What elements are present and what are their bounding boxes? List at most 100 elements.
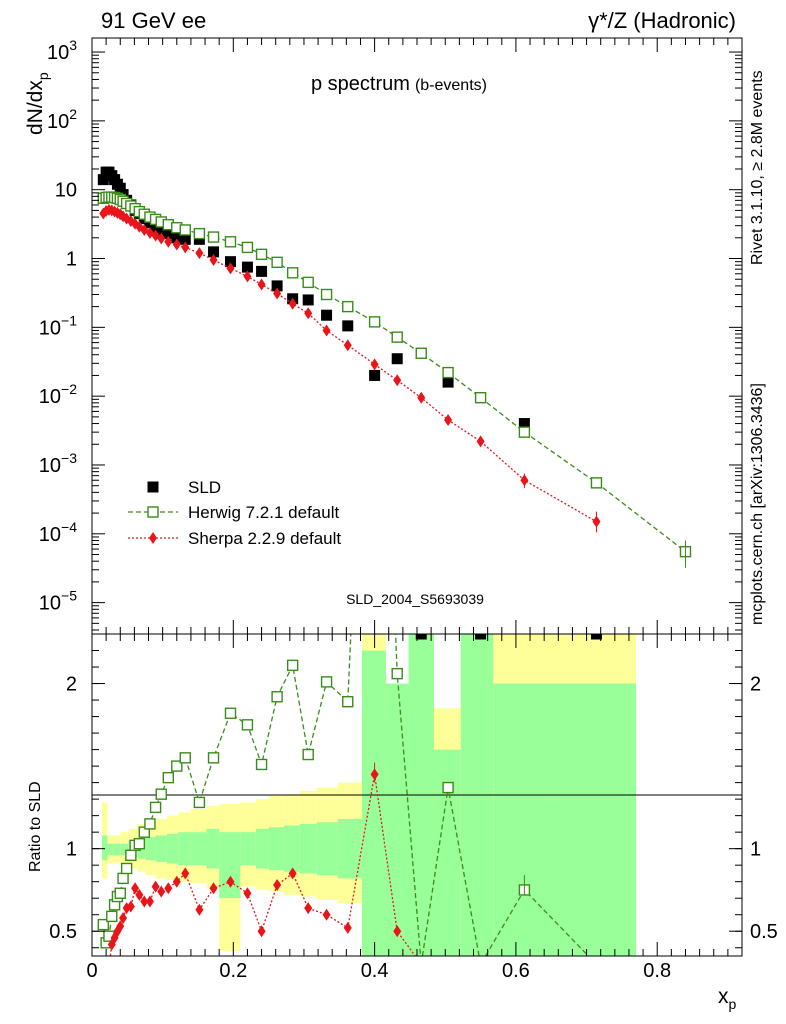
data-main-point	[256, 265, 268, 277]
herwig-ratio-point	[125, 849, 137, 861]
main-y-tick-exp: −2	[61, 381, 77, 397]
uncertainty-band-inner	[113, 843, 121, 856]
herwig-ratio-point	[342, 696, 354, 708]
ratio-panel: 0 0.2 0.4 0.6 0.8 0.5 0.5 1 1 2 2 Ratio to SLD xp	[27, 633, 778, 1012]
sherpa-main-point	[322, 324, 331, 337]
herwig-ratio-point	[241, 719, 254, 731]
rivet-info: Rivet 3.1.10, ≥ 2.8M events	[749, 70, 766, 265]
sherpa-ratio-point	[288, 867, 297, 880]
herwig-main-point	[442, 366, 454, 379]
uncertainty-band-inner	[493, 683, 555, 956]
source-info: mcplots.cern.ch [arXiv:1306.3436]	[749, 383, 766, 625]
main-y-tick-label: 10−1	[39, 312, 77, 339]
herwig-ratio-point	[302, 748, 314, 761]
main-y-tick-base: 10	[39, 386, 61, 408]
sherpa-main-line	[102, 209, 597, 523]
main-y-tick-label: 10−2	[39, 381, 77, 408]
chart-title: p spectrum (b-events)	[311, 73, 487, 95]
sherpa-main-point	[288, 297, 297, 310]
main-y-tick-label: 103	[47, 37, 77, 64]
data-main-point	[114, 182, 126, 194]
watermark: SLD_2004_S5693039	[346, 591, 484, 607]
herwig-ratio-point	[120, 862, 133, 875]
herwig-ratio-point	[391, 667, 403, 680]
sherpa-ratio-point	[140, 895, 149, 908]
data-main-point	[241, 261, 253, 273]
data-main-point	[518, 418, 530, 430]
herwig-main-point	[271, 256, 283, 269]
x-tick-label: 0.4	[361, 960, 389, 982]
legend-herwig-marker	[147, 506, 159, 518]
main-y-tick-base: 10	[47, 42, 69, 64]
main-y-tick-exp: 2	[69, 106, 77, 122]
main-y-tick-exp: −3	[61, 450, 77, 466]
sherpa-ratio-point	[145, 895, 154, 908]
main-y-tick-exp: −5	[61, 588, 77, 604]
herwig-ratio-point	[320, 676, 333, 688]
y-axis-label-sub: p	[35, 72, 51, 80]
herwig-main-point	[179, 224, 191, 236]
header-left: 91 GeV ee	[101, 8, 206, 33]
sherpa-main-point	[370, 358, 379, 371]
sherpa-main-point	[393, 374, 402, 387]
uncertainty-band-inner	[190, 832, 207, 866]
legend-data-marker	[147, 481, 159, 493]
uncertainty-band-inner	[337, 818, 362, 879]
uncertainty-band-inner	[299, 823, 317, 874]
data-main-point	[391, 353, 403, 365]
sherpa-ratio-point	[393, 925, 402, 938]
uncertainty-band-inner	[361, 650, 386, 956]
x-tick-label: 0.8	[643, 960, 671, 982]
sherpa-ratio-point	[172, 875, 181, 888]
main-y-tick-label: 1	[66, 249, 77, 271]
header-right: γ*/Z (Hadronic)	[588, 8, 736, 33]
sherpa-ratio-point	[119, 912, 128, 925]
herwig-ratio-point	[144, 818, 156, 830]
sherpa-ratio-point	[126, 900, 135, 913]
data-main-point	[193, 233, 205, 245]
sherpa-main-point	[343, 339, 352, 352]
sherpa-ratio-point	[273, 878, 282, 891]
uncertainty-band-inner	[554, 683, 637, 956]
herwig-main-point	[302, 276, 314, 289]
sherpa-ratio-point	[164, 882, 173, 895]
herwig-ratio-point	[224, 707, 237, 719]
data-ratio-point	[475, 634, 487, 640]
main-y-tick-base: 1	[66, 249, 77, 271]
data-ratio-point	[590, 634, 602, 640]
ratio-y-tick-label: 1	[66, 839, 77, 861]
data-ratio-point	[415, 634, 427, 640]
data-main-point	[342, 320, 354, 332]
sherpa-main-point	[476, 435, 485, 448]
herwig-main-point	[342, 300, 354, 313]
sherpa-ratio-point	[195, 903, 204, 916]
data-main-point	[302, 294, 314, 306]
x-tick-label: 0.2	[219, 960, 247, 982]
herwig-main-point	[368, 316, 381, 328]
herwig-main-point	[415, 347, 427, 359]
herwig-ratio-point	[97, 918, 110, 931]
herwig-main-point	[518, 426, 531, 438]
main-y-tick-label: 10−5	[39, 588, 77, 615]
sherpa-ratio-point	[343, 921, 352, 934]
uncertainty-band-inner	[166, 833, 179, 864]
sherpa-ratio-point	[243, 887, 252, 900]
chart-title-main: p spectrum	[311, 73, 410, 95]
uncertainty-band-inner	[255, 828, 269, 869]
sherpa-main-point	[181, 241, 190, 254]
herwig-ratio-point	[271, 691, 283, 703]
herwig-main-point	[224, 236, 237, 248]
sherpa-ratio-point	[257, 925, 266, 938]
sherpa-main-point	[417, 391, 426, 404]
herwig-ratio-point	[155, 788, 167, 800]
y-axis-label-main: dN/dx	[24, 80, 47, 135]
sherpa-ratio-point	[157, 885, 166, 898]
sherpa-ratio-line	[109, 774, 416, 956]
x-axis-label: xp	[718, 985, 737, 1012]
sherpa-ratio-point	[151, 880, 160, 893]
herwig-ratio-point	[133, 838, 146, 850]
data-main-point	[97, 174, 109, 186]
uncertainty-band-inner	[155, 835, 167, 862]
chart-title-sub: (b-events)	[415, 77, 487, 94]
